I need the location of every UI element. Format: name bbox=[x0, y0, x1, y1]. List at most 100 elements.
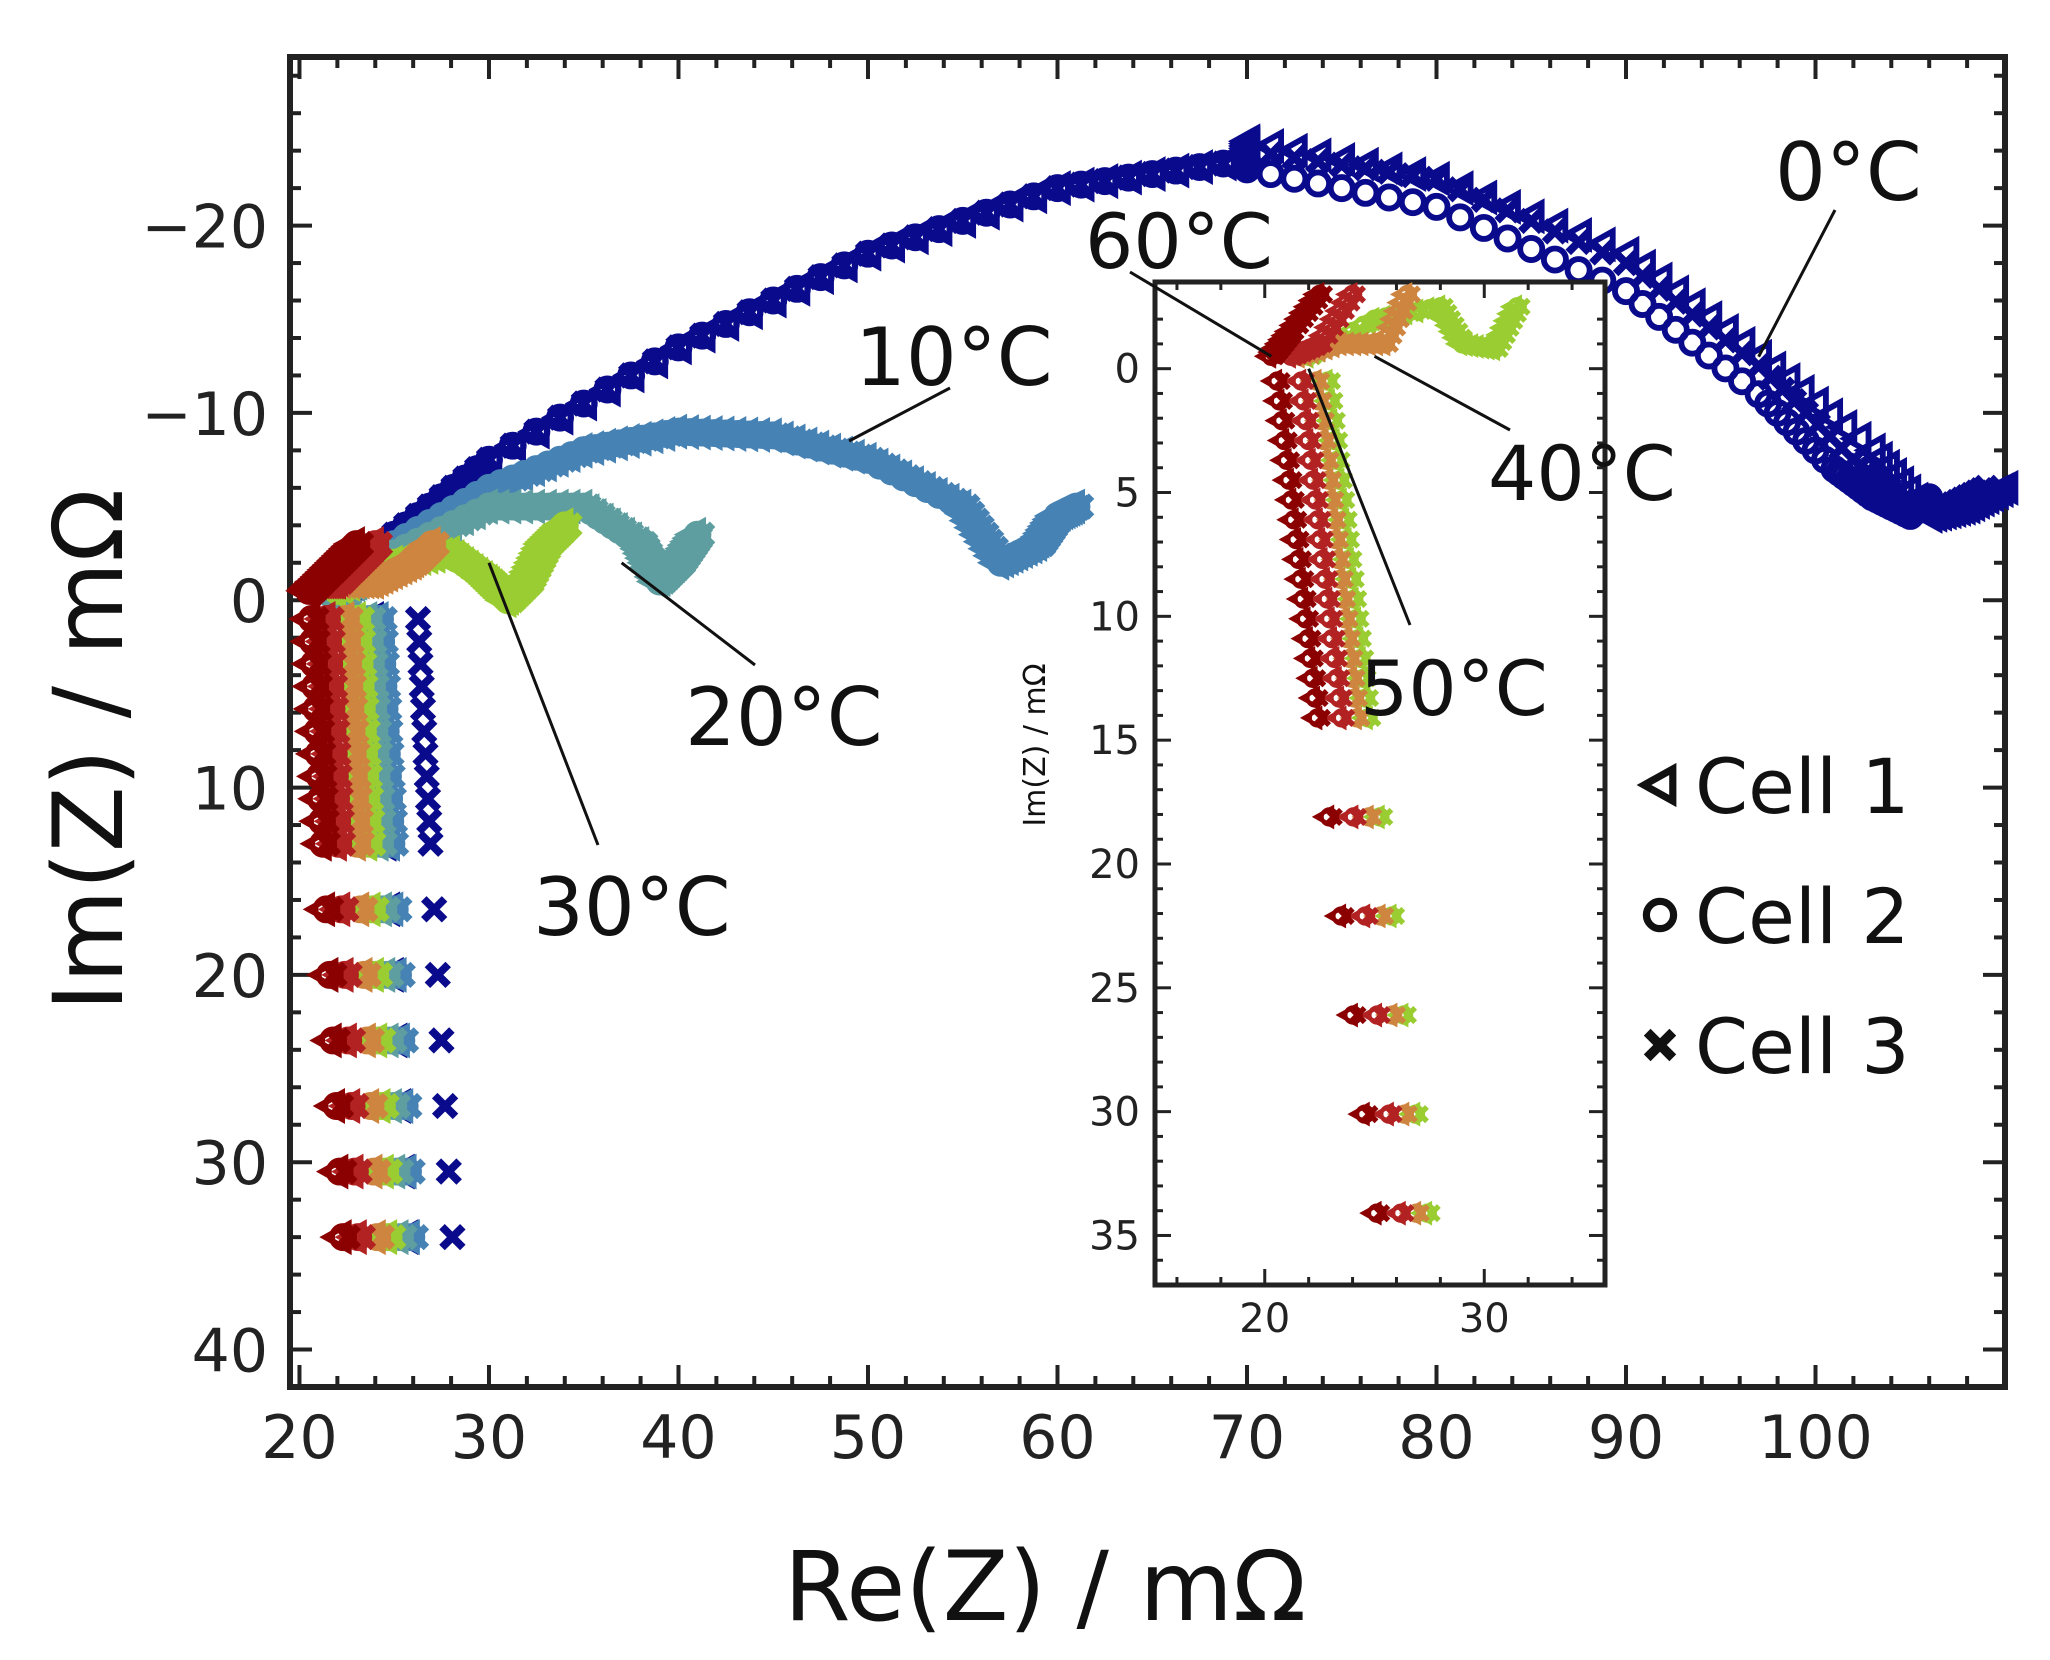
marker-x bbox=[665, 334, 692, 361]
marker-x bbox=[1020, 183, 1047, 210]
marker-x bbox=[973, 199, 1000, 226]
marker-x bbox=[312, 785, 339, 812]
marker-x bbox=[309, 718, 336, 745]
marker-x bbox=[1342, 629, 1362, 648]
marker-x bbox=[1321, 451, 1340, 470]
inset-annotation-label: 50°C bbox=[1360, 644, 1548, 733]
annotation-label: 0°C bbox=[1775, 126, 1922, 219]
marker-x bbox=[1387, 1005, 1407, 1025]
marker-circle bbox=[1728, 367, 1757, 396]
marker-x bbox=[314, 830, 342, 857]
marker-circle bbox=[325, 1157, 354, 1186]
inset-y-tick-label: 0 bbox=[1115, 347, 1140, 393]
marker-circle bbox=[782, 274, 811, 303]
marker-x bbox=[421, 896, 448, 923]
marker-x bbox=[1327, 629, 1346, 648]
marker-x bbox=[1291, 530, 1310, 549]
marker-x bbox=[1340, 609, 1359, 628]
marker-x bbox=[1068, 493, 1095, 520]
y-tick-label: 40 bbox=[192, 1317, 268, 1387]
marker-circle bbox=[664, 333, 693, 362]
marker-x bbox=[1162, 157, 1190, 184]
marker-x bbox=[1300, 609, 1320, 628]
marker-x bbox=[1281, 144, 1308, 171]
marker-x bbox=[304, 628, 331, 655]
marker-x bbox=[431, 1092, 459, 1120]
marker-x bbox=[321, 961, 348, 989]
marker-circle bbox=[322, 1092, 351, 1120]
marker-x bbox=[1312, 708, 1332, 727]
marker-circle bbox=[475, 445, 503, 474]
marker-x bbox=[414, 785, 442, 812]
marker-x bbox=[1348, 807, 1368, 827]
inset-annotation-label: 40°C bbox=[1488, 429, 1676, 518]
marker-x bbox=[328, 1092, 355, 1120]
annotation-label: 10°C bbox=[855, 311, 1053, 404]
legend: Cell 1 Cell 2 Cell 3 bbox=[1636, 742, 1910, 1091]
inset-annotations: 60°C 40°C 50°C bbox=[1085, 197, 1676, 733]
marker-x bbox=[878, 232, 905, 259]
inset-x-tick-label: 30 bbox=[1459, 1296, 1510, 1342]
marker-x bbox=[303, 605, 330, 633]
marker-x bbox=[1384, 1105, 1403, 1124]
marker-circle bbox=[569, 389, 598, 418]
marker-circle bbox=[1642, 897, 1678, 933]
marker-triangle bbox=[1810, 397, 1844, 434]
marker-circle bbox=[329, 1223, 358, 1252]
marker-circle bbox=[735, 298, 764, 327]
marker-x bbox=[523, 418, 550, 445]
marker-x bbox=[499, 432, 526, 459]
marker-x bbox=[854, 240, 882, 267]
marker-x bbox=[925, 215, 953, 243]
inset-annotation-leader bbox=[1307, 368, 1412, 626]
legend-label: Cell 1 bbox=[1695, 742, 1910, 831]
legend-label: Cell 3 bbox=[1695, 1002, 1910, 1091]
marker-x bbox=[406, 628, 433, 655]
marker-x bbox=[1289, 510, 1308, 529]
marker-x bbox=[1396, 1204, 1415, 1223]
marker-x bbox=[1277, 411, 1296, 430]
marker-x bbox=[1284, 471, 1303, 490]
x-tick-label: 80 bbox=[1398, 1403, 1474, 1473]
marker-x bbox=[1399, 1105, 1418, 1124]
marker-x bbox=[760, 287, 787, 314]
inset-series bbox=[1253, 281, 1531, 1226]
marker-circle bbox=[806, 263, 835, 292]
marker-x bbox=[1068, 171, 1095, 198]
marker-x bbox=[1299, 391, 1318, 410]
marker-circle bbox=[1446, 203, 1475, 232]
marker-triangle bbox=[1636, 762, 1677, 808]
inset-y-axis-title: Im(Z) / mΩ bbox=[1018, 663, 1053, 826]
marker-x bbox=[1402, 285, 1421, 304]
marker-triangle bbox=[1985, 469, 2019, 506]
marker-x bbox=[783, 275, 811, 302]
inset-annotation-label: 60°C bbox=[1085, 197, 1273, 286]
marker-circle bbox=[711, 309, 740, 338]
marker-x bbox=[324, 1027, 352, 1054]
marker-x bbox=[1336, 906, 1355, 926]
marker-triangle bbox=[1839, 420, 1872, 457]
inset-y-tick-label: 10 bbox=[1089, 594, 1140, 640]
y-axis-title: Im(Z) / mΩ bbox=[33, 489, 145, 1012]
marker-circle bbox=[1019, 182, 1048, 211]
inset-y-tick-label: 35 bbox=[1089, 1213, 1140, 1259]
marker-x bbox=[736, 299, 763, 326]
marker-circle bbox=[830, 251, 859, 280]
marker-x bbox=[311, 763, 338, 790]
marker-x bbox=[1274, 391, 1294, 410]
inset-annotation-leader bbox=[1373, 354, 1511, 432]
marker-x bbox=[1320, 570, 1339, 589]
marker-x bbox=[689, 322, 716, 349]
y-tick-label: −10 bbox=[141, 380, 268, 450]
marker-x bbox=[1257, 141, 1284, 168]
marker-x bbox=[331, 1158, 358, 1185]
marker-x bbox=[1317, 550, 1337, 569]
marker-circle bbox=[901, 223, 930, 252]
y-tick-label: 10 bbox=[192, 755, 268, 825]
marker-circle bbox=[546, 403, 575, 432]
marker-x bbox=[1470, 186, 1498, 213]
marker-circle bbox=[319, 1026, 348, 1055]
marker-circle bbox=[877, 231, 906, 260]
marker-circle bbox=[309, 829, 338, 858]
